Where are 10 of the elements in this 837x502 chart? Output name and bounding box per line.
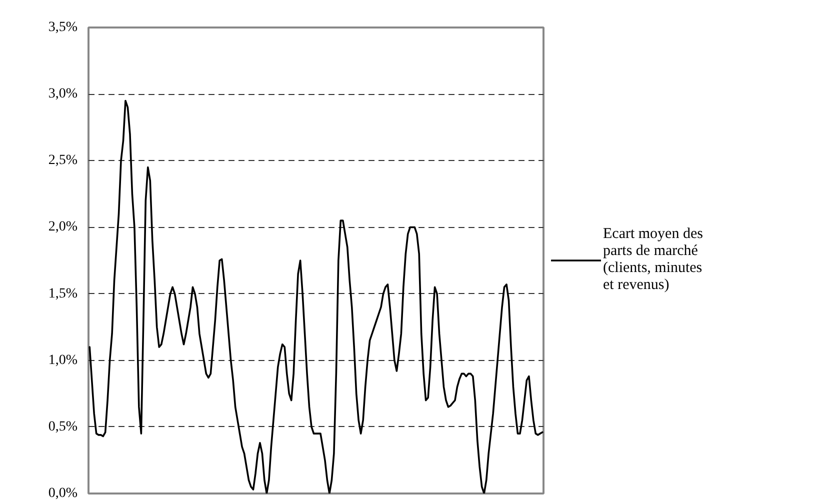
y-tick-label: 1,0% [48, 352, 78, 368]
legend-label: Ecart moyen des parts de marché (clients, minutes et revenus) [603, 226, 703, 294]
y-tick-label: 3,0% [48, 86, 78, 102]
y-tick-label: 1,5% [48, 286, 78, 302]
y-tick-label: 0,5% [48, 419, 78, 434]
y-tick-label: 2,0% [48, 220, 78, 235]
y-tick-label: 2,5% [48, 153, 78, 168]
y-tick-label: 3,5% [48, 20, 78, 35]
line-series [88, 100, 544, 494]
y-tick-label: 0,0% [48, 486, 78, 501]
